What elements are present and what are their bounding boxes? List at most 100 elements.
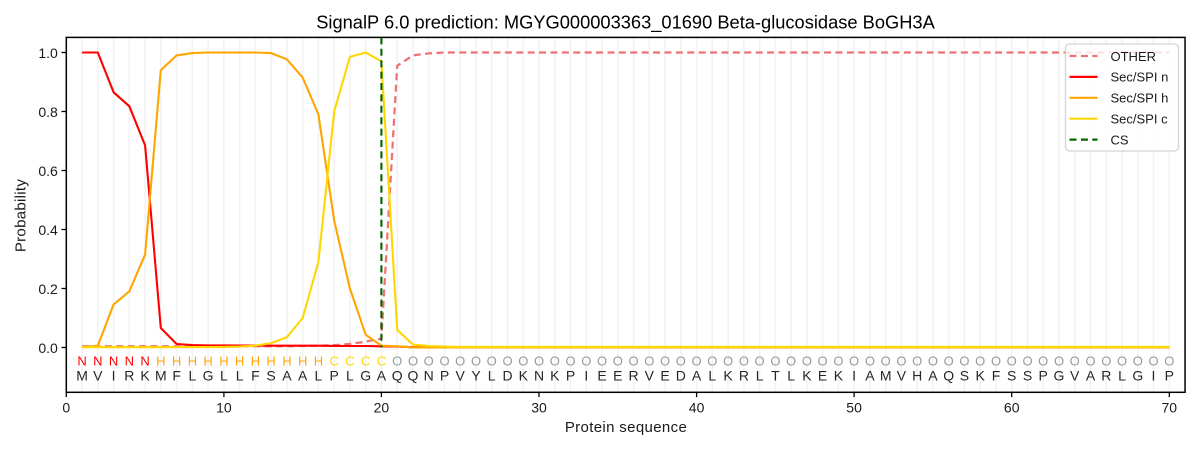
svg-text:H: H xyxy=(219,353,228,368)
svg-text:A: A xyxy=(928,368,938,384)
svg-text:G: G xyxy=(1054,368,1065,384)
svg-text:D: D xyxy=(676,368,686,384)
svg-text:G: G xyxy=(1132,368,1143,384)
svg-text:0.0: 0.0 xyxy=(38,340,58,356)
svg-text:O: O xyxy=(1117,353,1127,368)
svg-text:O: O xyxy=(755,353,765,368)
svg-text:L: L xyxy=(189,368,197,384)
svg-text:V: V xyxy=(645,368,655,384)
svg-text:O: O xyxy=(1148,353,1158,368)
svg-text:Protein sequence: Protein sequence xyxy=(565,419,687,436)
svg-text:20: 20 xyxy=(374,400,390,416)
svg-text:O: O xyxy=(944,353,954,368)
svg-text:V: V xyxy=(93,368,103,384)
svg-text:O: O xyxy=(1022,353,1032,368)
svg-text:G: G xyxy=(360,368,371,384)
svg-text:A: A xyxy=(377,368,387,384)
svg-text:O: O xyxy=(1007,353,1017,368)
svg-text:O: O xyxy=(471,353,481,368)
svg-text:I: I xyxy=(584,368,588,384)
svg-text:O: O xyxy=(581,353,591,368)
svg-text:O: O xyxy=(1054,353,1064,368)
svg-text:O: O xyxy=(991,353,1001,368)
svg-text:L: L xyxy=(346,368,354,384)
svg-text:L: L xyxy=(220,368,228,384)
svg-text:L: L xyxy=(708,368,716,384)
svg-text:O: O xyxy=(975,353,985,368)
svg-text:O: O xyxy=(629,353,639,368)
svg-text:L: L xyxy=(236,368,244,384)
svg-text:N: N xyxy=(140,353,149,368)
svg-text:N: N xyxy=(77,353,86,368)
svg-text:OTHER: OTHER xyxy=(1111,49,1157,64)
svg-text:O: O xyxy=(644,353,654,368)
svg-text:V: V xyxy=(456,368,466,384)
svg-text:O: O xyxy=(518,353,528,368)
svg-text:M: M xyxy=(155,368,167,384)
svg-text:O: O xyxy=(723,353,733,368)
svg-text:O: O xyxy=(1038,353,1048,368)
svg-text:I: I xyxy=(852,368,856,384)
svg-text:G: G xyxy=(203,368,214,384)
svg-text:L: L xyxy=(488,368,496,384)
svg-text:A: A xyxy=(1086,368,1096,384)
svg-text:O: O xyxy=(550,353,560,368)
svg-text:V: V xyxy=(897,368,907,384)
svg-text:E: E xyxy=(660,368,669,384)
svg-text:R: R xyxy=(1101,368,1111,384)
svg-text:Y: Y xyxy=(471,368,481,384)
svg-text:Q: Q xyxy=(408,368,419,384)
svg-text:N: N xyxy=(93,353,102,368)
svg-text:O: O xyxy=(707,353,717,368)
svg-text:F: F xyxy=(251,368,260,384)
svg-text:O: O xyxy=(487,353,497,368)
svg-text:10: 10 xyxy=(216,400,232,416)
svg-text:F: F xyxy=(172,368,181,384)
svg-text:H: H xyxy=(172,353,181,368)
svg-text:M: M xyxy=(880,368,892,384)
svg-text:C: C xyxy=(330,353,339,368)
svg-text:H: H xyxy=(203,353,212,368)
svg-text:CS: CS xyxy=(1111,132,1129,147)
svg-text:O: O xyxy=(1101,353,1111,368)
svg-text:F: F xyxy=(992,368,1001,384)
svg-text:H: H xyxy=(282,353,291,368)
svg-text:40: 40 xyxy=(689,400,705,416)
svg-text:R: R xyxy=(739,368,749,384)
svg-text:O: O xyxy=(896,353,906,368)
svg-text:H: H xyxy=(298,353,307,368)
svg-text:H: H xyxy=(912,368,922,384)
svg-text:E: E xyxy=(613,368,622,384)
svg-text:C: C xyxy=(345,353,354,368)
svg-text:0.4: 0.4 xyxy=(38,222,58,238)
svg-text:V: V xyxy=(1070,368,1080,384)
svg-text:O: O xyxy=(502,353,512,368)
svg-text:N: N xyxy=(424,368,434,384)
svg-text:K: K xyxy=(976,368,986,384)
svg-text:M: M xyxy=(76,368,88,384)
svg-text:O: O xyxy=(660,353,670,368)
svg-text:L: L xyxy=(1118,368,1126,384)
svg-text:K: K xyxy=(550,368,560,384)
svg-text:O: O xyxy=(959,353,969,368)
svg-text:E: E xyxy=(818,368,827,384)
svg-text:0: 0 xyxy=(62,400,70,416)
svg-text:A: A xyxy=(298,368,308,384)
svg-text:P: P xyxy=(1039,368,1048,384)
svg-text:H: H xyxy=(235,353,244,368)
svg-text:H: H xyxy=(266,353,275,368)
svg-text:P: P xyxy=(1165,368,1174,384)
svg-text:L: L xyxy=(756,368,764,384)
svg-text:O: O xyxy=(1164,353,1174,368)
svg-text:O: O xyxy=(928,353,938,368)
svg-text:N: N xyxy=(109,353,118,368)
svg-text:O: O xyxy=(408,353,418,368)
svg-text:O: O xyxy=(912,353,922,368)
svg-text:C: C xyxy=(361,353,370,368)
svg-text:0.6: 0.6 xyxy=(38,163,58,179)
svg-text:E: E xyxy=(597,368,606,384)
svg-text:K: K xyxy=(802,368,812,384)
svg-text:L: L xyxy=(787,368,795,384)
svg-text:O: O xyxy=(455,353,465,368)
svg-text:70: 70 xyxy=(1162,400,1178,416)
